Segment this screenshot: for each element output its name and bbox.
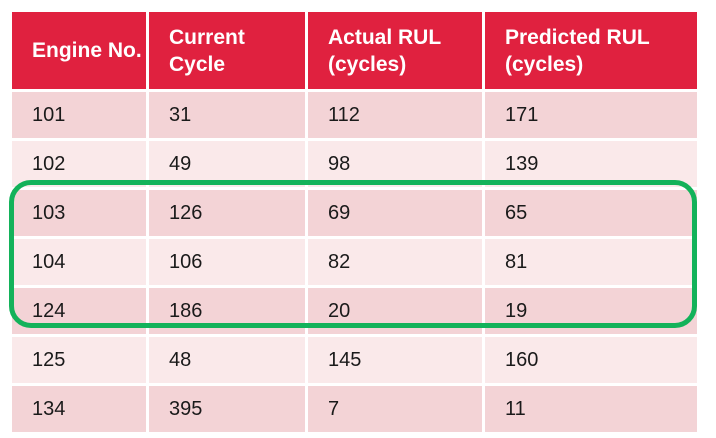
cell-engine-no: 102 [12,141,149,187]
table-row: 125 48 145 160 [12,334,697,383]
table-row: 101 31 112 171 [12,89,697,138]
table-row: 124 186 20 19 [12,285,697,334]
cell-actual-rul: 69 [308,190,485,236]
header-engine-no: Engine No. [12,12,149,89]
cell-actual-rul: 98 [308,141,485,187]
header-actual-rul: Actual RUL (cycles) [308,12,485,89]
cell-engine-no: 125 [12,337,149,383]
cell-engine-no: 101 [12,92,149,138]
cell-predicted-rul: 81 [485,239,697,285]
cell-current-cycle: 106 [149,239,308,285]
cell-predicted-rul: 171 [485,92,697,138]
cell-actual-rul: 145 [308,337,485,383]
rul-table: Engine No. Current Cycle Actual RUL (cyc… [12,12,697,432]
cell-actual-rul: 82 [308,239,485,285]
cell-engine-no: 134 [12,386,149,432]
cell-current-cycle: 48 [149,337,308,383]
header-predicted-rul: Predicted RUL (cycles) [485,12,697,89]
cell-current-cycle: 395 [149,386,308,432]
cell-current-cycle: 186 [149,288,308,334]
table-row: 103 126 69 65 [12,187,697,236]
cell-current-cycle: 126 [149,190,308,236]
cell-engine-no: 104 [12,239,149,285]
cell-actual-rul: 20 [308,288,485,334]
table-header: Engine No. Current Cycle Actual RUL (cyc… [12,12,697,89]
table-row: 102 49 98 139 [12,138,697,187]
cell-current-cycle: 31 [149,92,308,138]
cell-predicted-rul: 19 [485,288,697,334]
header-current-cycle: Current Cycle [149,12,308,89]
cell-actual-rul: 7 [308,386,485,432]
table-row: 134 395 7 11 [12,383,697,432]
cell-predicted-rul: 160 [485,337,697,383]
table-row: 104 106 82 81 [12,236,697,285]
cell-predicted-rul: 11 [485,386,697,432]
cell-current-cycle: 49 [149,141,308,187]
cell-predicted-rul: 65 [485,190,697,236]
cell-engine-no: 124 [12,288,149,334]
cell-engine-no: 103 [12,190,149,236]
cell-predicted-rul: 139 [485,141,697,187]
cell-actual-rul: 112 [308,92,485,138]
